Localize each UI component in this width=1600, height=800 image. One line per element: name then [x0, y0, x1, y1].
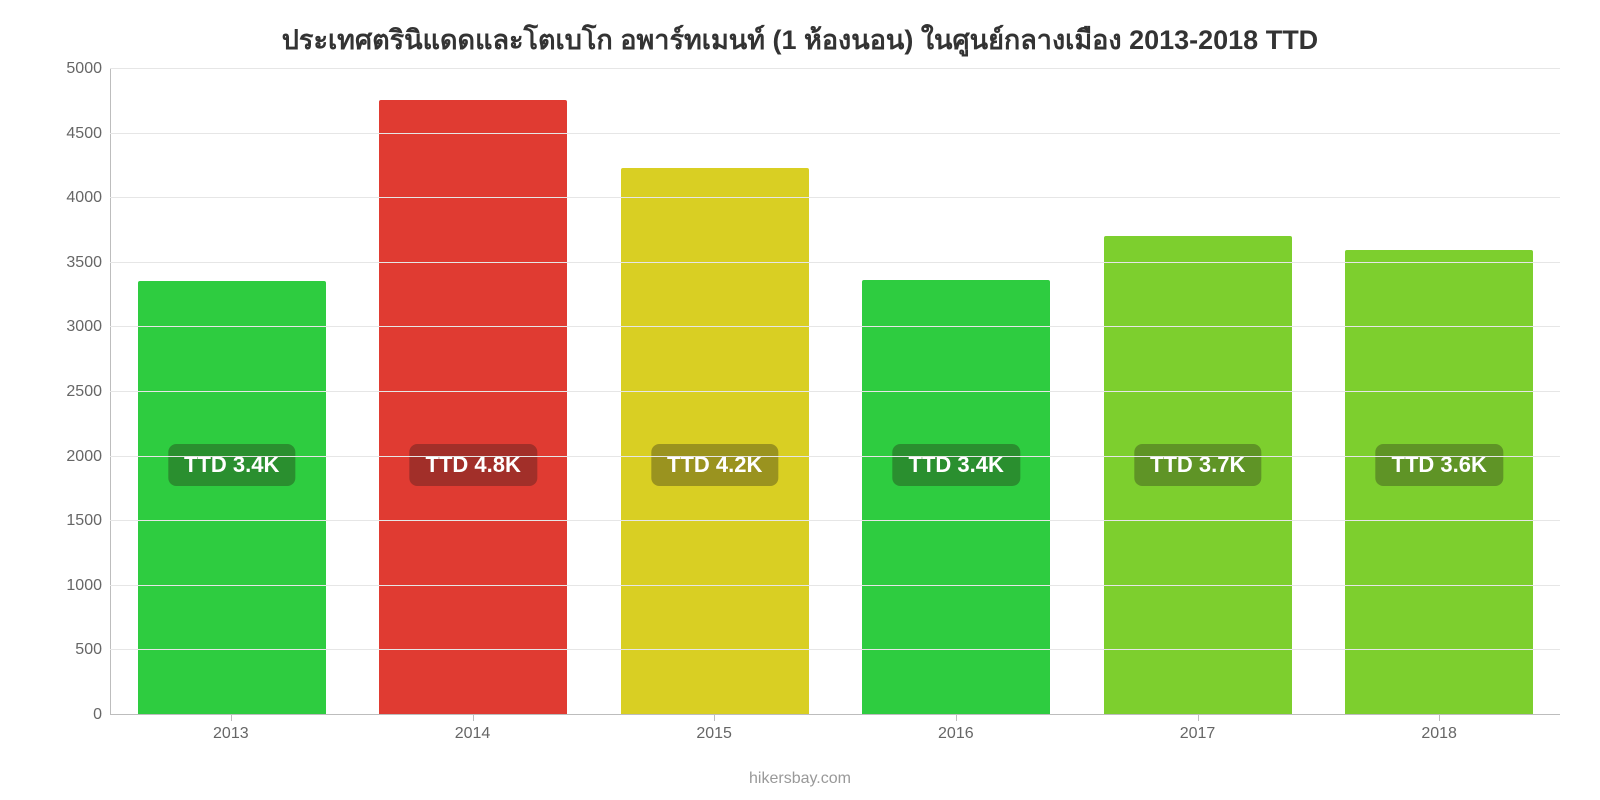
y-tick-label: 4500 — [40, 125, 102, 143]
bar-value-label: TTD 3.7K — [1134, 444, 1261, 486]
bar-value-label: TTD 4.8K — [410, 444, 537, 486]
x-tick-label: 2015 — [696, 725, 732, 743]
gridline — [110, 68, 1560, 69]
bar-slot: TTD 3.6K — [1345, 69, 1533, 715]
y-tick-label: 5000 — [40, 60, 102, 78]
bars-area: TTD 3.4K TTD 4.8K TTD 4.2K TTD 3.4K TTD 3.7K… — [110, 69, 1560, 715]
gridline — [110, 326, 1560, 327]
x-tick-label: 2013 — [213, 725, 249, 743]
gridline — [110, 649, 1560, 650]
bar-slot: TTD 4.2K — [621, 69, 809, 715]
gridline — [110, 197, 1560, 198]
bar-value-label: TTD 4.2K — [651, 444, 778, 486]
y-tick-label: 1000 — [40, 577, 102, 595]
chart-title: ประเทศตรินิแดดและโตเบโก อพาร์ทเมนท์ (1 ห… — [40, 18, 1560, 61]
chart-container: ประเทศตรินิแดดและโตเบโก อพาร์ทเมนท์ (1 ห… — [0, 0, 1600, 800]
gridline — [110, 520, 1560, 521]
bar — [379, 100, 567, 715]
x-tick-mark — [956, 715, 957, 721]
y-tick-label: 4000 — [40, 189, 102, 207]
gridline — [110, 262, 1560, 263]
bar-slot: TTD 4.8K — [379, 69, 567, 715]
gridline — [110, 133, 1560, 134]
x-tick-label: 2016 — [938, 725, 974, 743]
x-tick-mark — [1198, 715, 1199, 721]
plot-area: 0500100015002000250030003500400045005000… — [40, 69, 1560, 749]
bar — [621, 168, 809, 715]
y-tick-label: 3000 — [40, 318, 102, 336]
x-tick-mark — [231, 715, 232, 721]
y-tick-label: 2500 — [40, 383, 102, 401]
x-tick-mark — [714, 715, 715, 721]
y-tick-label: 500 — [40, 641, 102, 659]
bar-slot: TTD 3.4K — [862, 69, 1050, 715]
bar-slot: TTD 3.7K — [1104, 69, 1292, 715]
bar-value-label: TTD 3.6K — [1376, 444, 1503, 486]
y-axis: 0500100015002000250030003500400045005000 — [40, 69, 110, 715]
attribution-text: hikersbay.com — [0, 770, 1600, 788]
y-tick-label: 0 — [40, 706, 102, 724]
y-tick-label: 1500 — [40, 512, 102, 530]
gridline — [110, 456, 1560, 457]
y-tick-label: 2000 — [40, 448, 102, 466]
x-tick-mark — [473, 715, 474, 721]
x-tick-label: 2018 — [1421, 725, 1457, 743]
bar-value-label: TTD 3.4K — [168, 444, 295, 486]
y-tick-label: 3500 — [40, 254, 102, 272]
x-tick-label: 2014 — [455, 725, 491, 743]
gridline — [110, 391, 1560, 392]
bar-slot: TTD 3.4K — [138, 69, 326, 715]
bar-value-label: TTD 3.4K — [893, 444, 1020, 486]
x-axis: 2013 2014 2015 2016 2017 2018 — [110, 715, 1560, 749]
gridline — [110, 585, 1560, 586]
x-tick-label: 2017 — [1180, 725, 1216, 743]
gridline — [110, 714, 1560, 715]
x-tick-mark — [1439, 715, 1440, 721]
